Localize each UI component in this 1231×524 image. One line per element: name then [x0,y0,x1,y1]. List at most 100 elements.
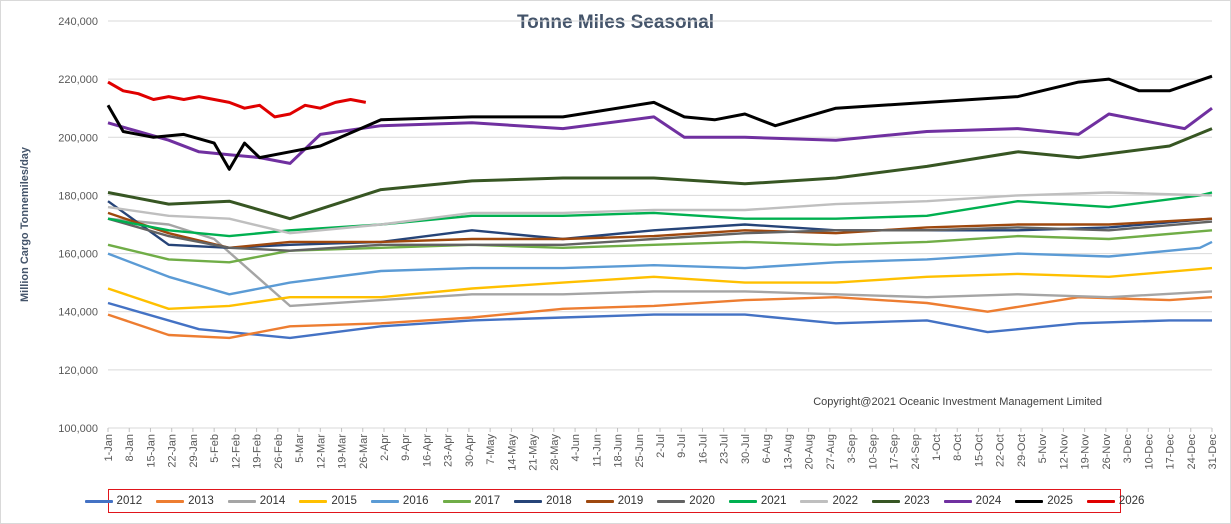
x-tick-label: 11-Jun [591,434,603,467]
legend-item-2024: 2024 [943,495,1002,507]
x-tick-label: 15-Oct [973,434,985,467]
series-line-2023 [107,127,1213,221]
legend-item-2019: 2019 [585,495,644,507]
x-tick-label: 19-Mar [337,434,349,469]
legend-swatch [299,499,328,503]
y-tick-label: 220,000 [58,74,98,86]
legend-label: 2025 [1047,495,1073,507]
x-tick-label: 8-Oct [952,434,964,461]
x-tick-label: 17-Dec [1165,434,1177,470]
legend-label: 2020 [689,495,715,507]
x-tick-label: 25-Jun [634,434,646,468]
legend-swatch [514,499,543,503]
legend-label: 2019 [617,495,644,507]
series-line-2012 [107,301,1212,340]
legend-swatch [585,499,614,503]
x-tick-label: 7-May [485,434,497,465]
legend-item-2018: 2018 [514,495,572,507]
chart-title: Tonne Miles Seasonal [516,12,715,33]
legend-swatch [442,499,471,503]
x-tick-label: 28-May [549,434,561,471]
x-tick-label: 17-Sep [889,434,901,469]
series-line-2026 [107,80,367,119]
x-tick-label: 27-Aug [825,434,837,469]
x-tick-label: 12-Mar [315,434,327,469]
x-tick-label: 24-Dec [1186,434,1198,470]
legend-item-2016: 2016 [370,495,429,507]
x-tick-label: 5-Mar [294,434,306,463]
copyright-annotation: Copyright@2021 Oceanic Investment Manage… [813,396,1102,408]
legend-item-2017: 2017 [442,495,500,507]
x-tick-label: 20-Aug [804,434,816,469]
x-tick-label: 24-Sep [910,434,922,469]
x-tick-label: 9-Jul [676,434,688,458]
series-line-2020 [107,217,1213,252]
x-tick-label: 2-Jul [655,434,667,458]
series-line-2016 [107,240,1213,296]
legend-swatch [156,499,185,503]
x-tick-label: 5-Feb [209,434,221,463]
x-tick-label: 1-Oct [931,434,943,461]
x-tick-label: 29-Oct [1016,434,1028,467]
x-tick-label: 6-Aug [761,434,773,463]
legend-swatch [800,499,829,503]
x-tick-label: 2-Apr [379,434,391,461]
legend-item-2020: 2020 [657,495,715,507]
x-tick-label: 23-Jul [719,434,731,464]
y-tick-label: 180,000 [58,190,98,202]
x-tick-label: 30-Jul [740,434,752,464]
y-tick-label: 200,000 [58,132,98,144]
x-tick-label: 23-Apr [443,434,455,467]
y-tick-label: 140,000 [58,307,98,319]
x-tick-label: 12-Nov [1058,434,1070,470]
legend-swatch [1015,499,1044,503]
legend-label: 2026 [1118,495,1145,507]
x-tick-label: 5-Nov [1037,434,1049,464]
x-tick-label: 16-Apr [421,434,433,467]
legend-swatch [1086,499,1115,503]
legend-label: 2014 [259,495,286,507]
series-line-2014 [107,217,1213,308]
y-tick-label: 160,000 [58,249,98,261]
legend-label: 2024 [975,495,1002,507]
x-tick-label: 29-Jan [188,434,200,468]
x-tick-label: 10-Sep [867,434,879,469]
legend-label: 2022 [832,495,859,507]
legend-label: 2018 [546,495,572,507]
series-line-2019 [107,211,1213,249]
legend-item-2012: 2012 [84,495,143,507]
series-line-2024 [107,106,1213,165]
legend-swatch [872,499,901,503]
series-line-2017 [107,229,1213,264]
chart-legend: 2012 2013 2014 2015 2016 2017 2018 2019 2020 2021… [84,489,1144,513]
x-tick-label: 16-Jul [697,434,709,464]
x-tick-label: 15-Jan [145,434,157,468]
x-tick-label: 26-Mar [358,434,370,469]
legend-item-2021: 2021 [728,495,786,507]
legend-label: 2012 [116,495,143,507]
x-tick-label: 1-Jan [103,434,115,462]
legend-item-2013: 2013 [156,495,214,507]
legend-swatch [370,499,399,503]
x-tick-label: 26-Nov [1101,434,1113,470]
legend-item-2026: 2026 [1086,495,1145,507]
x-tick-label: 8-Jan [124,434,136,462]
legend-item-2023: 2023 [872,495,930,507]
legend-swatch [227,499,256,503]
x-tick-label: 31-Dec [1207,434,1219,470]
legend-item-2025: 2025 [1015,495,1073,507]
series-line-2025 [106,74,1213,171]
legend-swatch [84,499,113,503]
y-axis-label: Million Cargo Tonnemiles/day [19,146,31,302]
y-tick-label: 120,000 [58,365,98,377]
legend-label: 2023 [904,495,930,507]
series-line-2021 [107,191,1213,238]
x-tick-label: 9-Apr [400,434,412,461]
x-tick-label: 22-Oct [995,434,1007,467]
legend-swatch [657,499,686,503]
series-line-2015 [107,266,1213,310]
x-tick-label: 10-Dec [1143,434,1155,470]
legend-label: 2016 [402,495,429,507]
legend-item-2014: 2014 [227,495,286,507]
